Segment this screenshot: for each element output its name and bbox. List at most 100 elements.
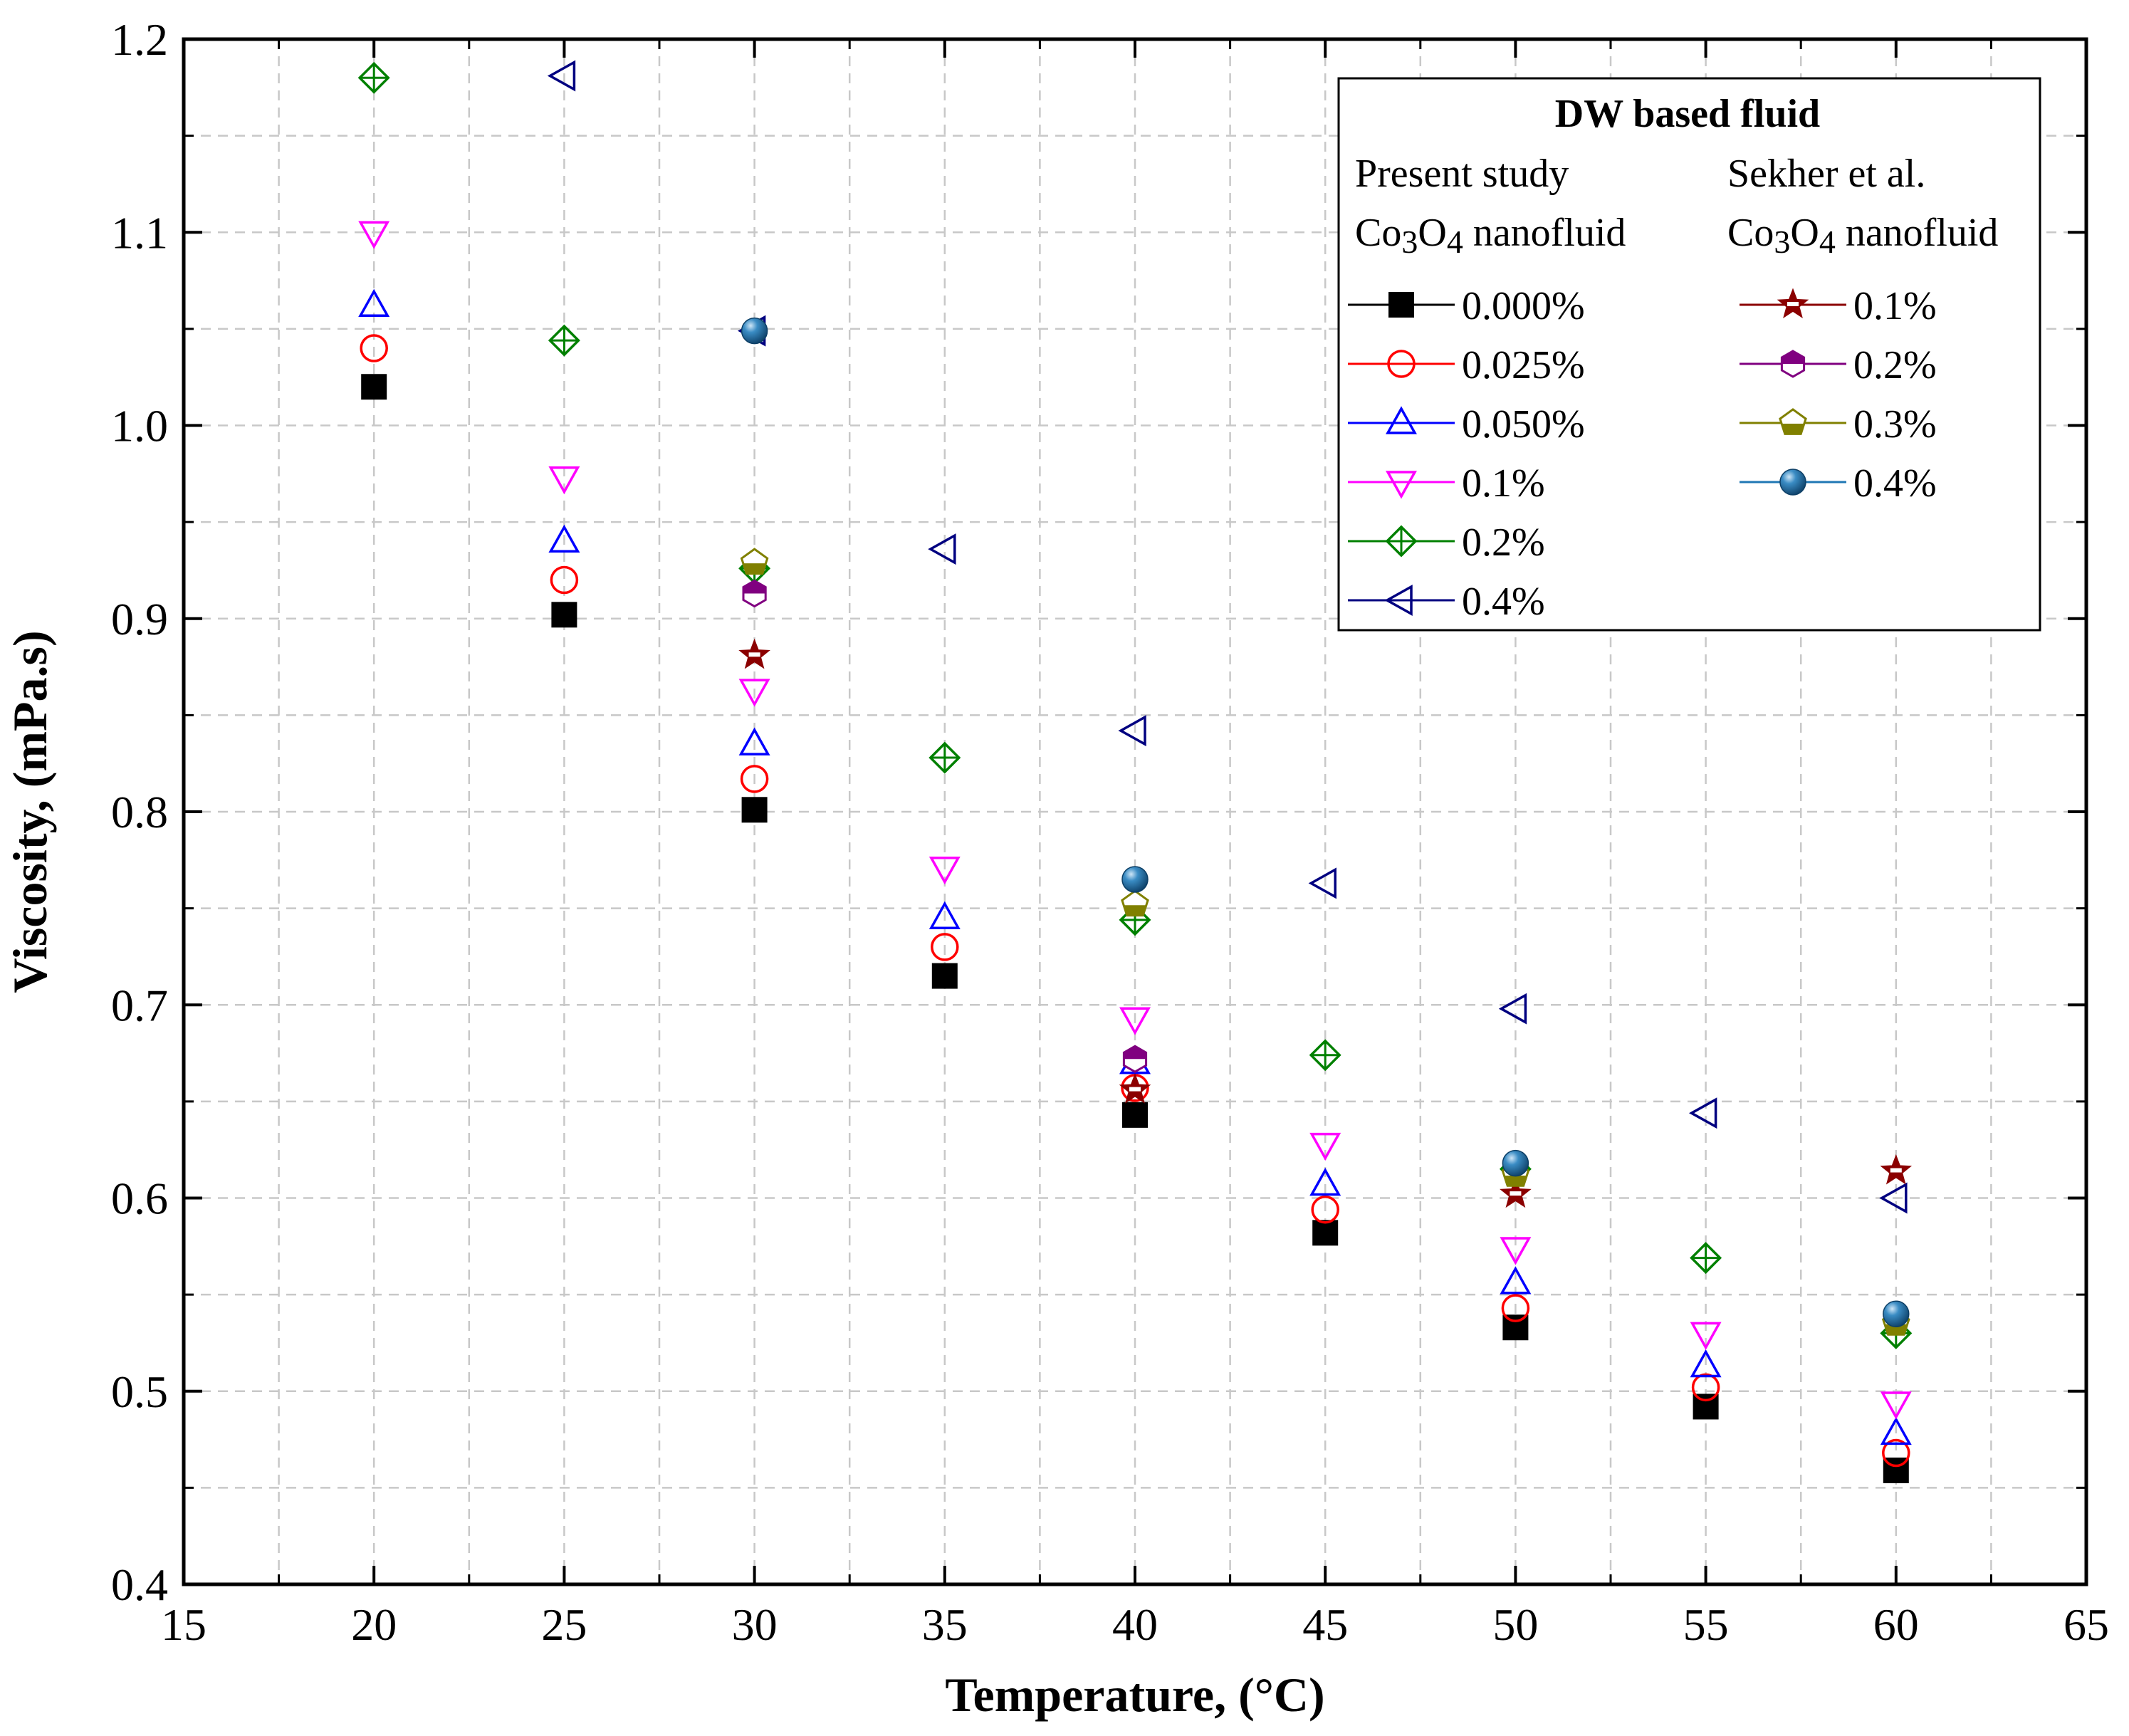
legend-entry-present: 0.1% (1348, 461, 1545, 506)
y-tick-label: 1.1 (111, 207, 168, 258)
legend-label: 0.4% (1462, 580, 1545, 624)
plot-frame (182, 37, 2088, 1586)
marker-shape (1121, 866, 1149, 893)
data-point (1690, 1349, 1722, 1378)
x-tick-label: 25 (541, 1599, 587, 1650)
marker-shape (1779, 469, 1806, 496)
marker-shape (1880, 1416, 1912, 1445)
marker-shape (929, 901, 961, 929)
data-point (550, 565, 579, 595)
marker-fill (1503, 1176, 1528, 1186)
series-present-0050 (358, 288, 1912, 1445)
marker-shape (1500, 1237, 1532, 1265)
marker-shape (740, 765, 769, 793)
data-point (1500, 1266, 1532, 1295)
legend-label: 0.025% (1462, 343, 1585, 387)
marker-shape (551, 602, 577, 628)
marker-shape (928, 533, 956, 565)
data-point (1879, 1182, 1908, 1214)
marker-shape (1311, 1196, 1339, 1224)
legend-title: DW based fluid (1555, 92, 1820, 136)
marker-shape (1309, 1132, 1341, 1161)
data-point (548, 466, 580, 495)
marker-shape (1501, 1294, 1530, 1322)
formula-co: Co (1727, 211, 1774, 255)
x-tick-label: 20 (351, 1599, 397, 1650)
legend-marker (1385, 525, 1418, 558)
y-tick-label: 0.7 (111, 980, 168, 1030)
legend-entries: 0.000% 0.025% 0.050% 0.1% 0.2% 0.4% 0.1% 0.2% 0.… (1348, 284, 1937, 624)
legend-label: 0.050% (1462, 402, 1585, 446)
data-point (928, 533, 956, 565)
formula-o: O (1790, 211, 1819, 255)
marker-shape (1882, 1438, 1910, 1468)
data-point (1880, 1154, 1913, 1185)
legend-label: 0.000% (1462, 284, 1585, 328)
marker-shape (1690, 1242, 1722, 1275)
legend-marker (1388, 292, 1414, 318)
formula-suffix: nanofluid (1836, 211, 1999, 255)
data-point (738, 679, 770, 707)
legend-entry-sekher: 0.1% (1740, 284, 1937, 328)
data-point (1689, 1097, 1717, 1129)
data-point (548, 324, 580, 357)
series-present-01 (358, 221, 1912, 1420)
y-tick-label: 1.0 (111, 401, 168, 451)
marker-highlight (1129, 1087, 1141, 1092)
marker-shape (1119, 1007, 1151, 1035)
x-tick-label: 50 (1492, 1599, 1538, 1650)
marker-shape (360, 334, 388, 362)
x-axis-title: Temperature, (°C) (945, 1668, 1324, 1722)
marker-highlight (1890, 1168, 1902, 1173)
y-tick-label: 0.9 (111, 594, 168, 644)
legend-label: 0.4% (1853, 461, 1937, 506)
data-point (547, 60, 576, 92)
marker-shape (738, 679, 770, 707)
marker-shape (1118, 715, 1146, 747)
marker-highlight (1787, 302, 1799, 306)
legend-entry-present: 0.4% (1348, 580, 1545, 624)
legend-entry-present: 0.000% (1348, 284, 1585, 328)
marker-shape (1880, 1391, 1912, 1420)
formula-sub-4: 4 (1819, 224, 1836, 260)
data-point (1121, 866, 1149, 893)
y-tick-label: 0.6 (111, 1173, 168, 1224)
marker-shape (1689, 1097, 1717, 1129)
data-point (548, 524, 580, 553)
data-point (1118, 715, 1146, 747)
formula-sub-3: 3 (1401, 224, 1418, 260)
data-point (1691, 1373, 1720, 1402)
y-axis-title: Viscosity, (mPa.s) (3, 630, 57, 993)
marker-shape (1691, 1373, 1720, 1402)
x-tick-label: 65 (2063, 1599, 2109, 1650)
data-point (1883, 1300, 1910, 1327)
marker-shape (358, 288, 390, 318)
marker-shape (1502, 1149, 1529, 1177)
marker-shape (550, 565, 579, 595)
legend-label: 0.2% (1853, 343, 1937, 387)
data-point (360, 334, 388, 362)
x-tick-label: 30 (732, 1599, 778, 1650)
data-point (931, 933, 959, 961)
formula-sub-4: 4 (1447, 224, 1463, 260)
data-point (1880, 1391, 1912, 1420)
legend-label: 0.2% (1462, 521, 1545, 565)
legend-present-study-heading: Present study (1355, 152, 1569, 196)
legend: DW based fluid Present study Sekher et a… (1337, 77, 2041, 632)
y-tick-label: 1.2 (111, 14, 168, 65)
marker-shape (1384, 585, 1413, 616)
marker-shape (1386, 471, 1417, 499)
data-point (1311, 1196, 1339, 1224)
marker-shape (1386, 406, 1417, 434)
series-sekher-01 (738, 638, 1913, 1208)
formula-co: Co (1355, 211, 1401, 255)
data-point (357, 61, 390, 94)
marker-fill (1883, 1324, 1908, 1335)
data-point (1880, 1416, 1912, 1445)
data-point (1309, 1132, 1341, 1161)
marker-highlight (1510, 1191, 1522, 1196)
data-point (1309, 1039, 1341, 1072)
data-point (1501, 1294, 1530, 1322)
data-point (742, 579, 767, 608)
legend-marker (1384, 585, 1413, 616)
